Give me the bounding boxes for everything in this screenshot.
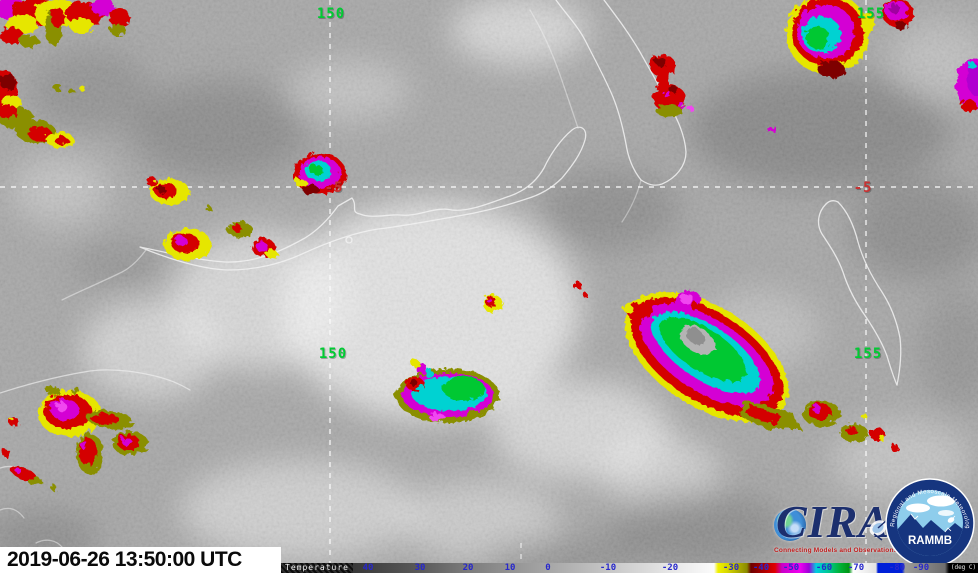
colorbar-tick: -90 bbox=[912, 563, 930, 573]
latitude-label: -5 bbox=[324, 180, 344, 196]
colorbar-tick: 20 bbox=[462, 563, 474, 573]
colorbar-title: Temperature bbox=[285, 563, 349, 572]
colorbar-tick: 10 bbox=[504, 563, 516, 573]
storm-mid-left bbox=[145, 175, 276, 259]
cira-wordmark: CIRA bbox=[776, 496, 890, 547]
colorbar-tick: -70 bbox=[847, 563, 865, 573]
colorbar-units: (deg C) bbox=[950, 564, 977, 571]
storm-center-specks bbox=[481, 281, 586, 311]
colorbar-tick: -40 bbox=[752, 563, 770, 573]
storm-near-minus5 bbox=[292, 151, 344, 194]
colorbar-tick: -30 bbox=[722, 563, 740, 573]
storm-top-right bbox=[784, 0, 978, 110]
timestamp-bar: 2019-06-26 13:50:00 UTC bbox=[0, 547, 281, 573]
rammb-logo: RAMMB Regional and Mesoscale Meteorology… bbox=[884, 477, 975, 568]
cira-tagline: Connecting Models and Observations bbox=[774, 547, 898, 554]
coastlines bbox=[0, 0, 902, 548]
colorbar-tick: -80 bbox=[888, 563, 906, 573]
longitude-label: 150 bbox=[316, 6, 346, 22]
longitude-label: 150 bbox=[318, 346, 348, 362]
earth-globe-icon bbox=[774, 509, 806, 541]
storm-cells bbox=[0, 0, 978, 489]
colorbar: Temperature 40 30 20 10 0 -10 -20 -30 -40 -50 -60 -… bbox=[281, 563, 978, 573]
colorbar-tick: -20 bbox=[661, 563, 679, 573]
mountains bbox=[897, 514, 963, 556]
colorbar-tick: 40 bbox=[362, 563, 374, 573]
latitude-label: -5 bbox=[853, 180, 873, 196]
colorbar-tick: -50 bbox=[782, 563, 800, 573]
rammb-dish-icon bbox=[947, 515, 956, 523]
longitude-label: 155 bbox=[856, 6, 886, 22]
colorbar-title-box: Temperature bbox=[281, 563, 353, 573]
storm-left-edge bbox=[0, 68, 83, 146]
rammb-wordmark: RAMMB bbox=[908, 535, 952, 547]
colorbar-tick: 30 bbox=[414, 563, 426, 573]
storm-southwest bbox=[1, 385, 147, 489]
storm-east-main bbox=[621, 289, 800, 428]
storm-center-south bbox=[394, 358, 498, 421]
storm-southeast bbox=[801, 399, 897, 450]
colorbar-tick: 0 bbox=[545, 563, 551, 573]
colorbar-tick: -10 bbox=[599, 563, 617, 573]
storm-top-left bbox=[0, 0, 128, 46]
longitude-label: 155 bbox=[853, 346, 883, 362]
timestamp-text: 2019-06-26 13:50:00 UTC bbox=[7, 548, 242, 571]
colorbar-tick: -60 bbox=[815, 563, 833, 573]
colorbar-units-box: (deg C) bbox=[949, 563, 978, 573]
cira-logo: CIRA Connecting Models and Observations bbox=[772, 496, 904, 560]
storm-squiggle bbox=[648, 53, 775, 130]
